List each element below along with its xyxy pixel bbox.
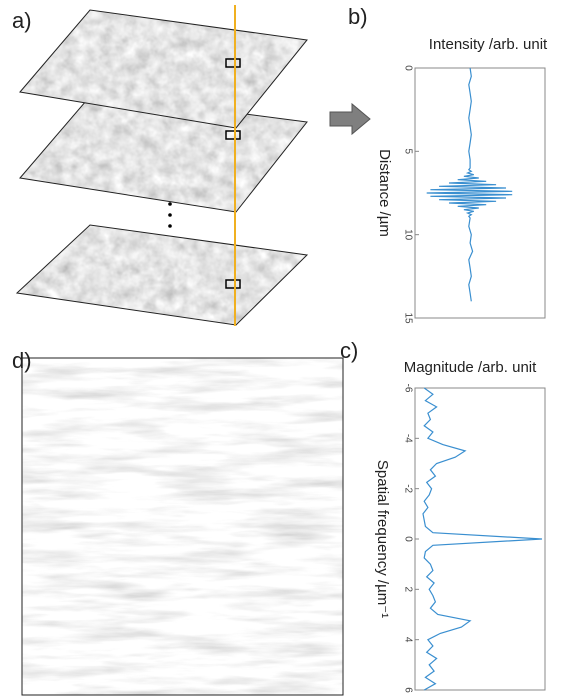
tick-label: -4 xyxy=(402,434,413,443)
tick-label: -2 xyxy=(402,484,413,493)
chart-title: Intensity /arb. unit xyxy=(429,36,548,53)
axis-label: Distance /µm xyxy=(376,149,393,237)
micrograph xyxy=(22,358,343,695)
axis-label: Spatial frequency /µm⁻¹ xyxy=(374,460,391,618)
data-line xyxy=(423,388,542,690)
tick-label: -6 xyxy=(402,384,413,393)
image-stack xyxy=(0,5,370,330)
tick-label: 0 xyxy=(402,536,413,542)
plot-frame xyxy=(415,388,545,690)
chart-title: Magnitude /arb. unit xyxy=(404,359,537,376)
tick-label: 6 xyxy=(402,687,413,693)
panel-label: c) xyxy=(340,338,358,363)
panel-label: d) xyxy=(12,348,32,373)
page: a) b) c) d) Intensity /arb. unit Distance… xyxy=(0,0,569,698)
data-line xyxy=(427,68,513,301)
figure: a) b) c) d) Intensity /arb. unit Distance… xyxy=(0,0,569,698)
tick-label: 4 xyxy=(402,637,413,643)
tick-label: 10 xyxy=(402,229,413,241)
tick-label: 5 xyxy=(402,149,413,155)
tick-label: 2 xyxy=(402,587,413,593)
panel-label: b) xyxy=(348,4,368,29)
panel-label: a) xyxy=(12,8,32,33)
tick-label: 15 xyxy=(402,312,413,324)
tick-label: 0 xyxy=(402,65,413,71)
